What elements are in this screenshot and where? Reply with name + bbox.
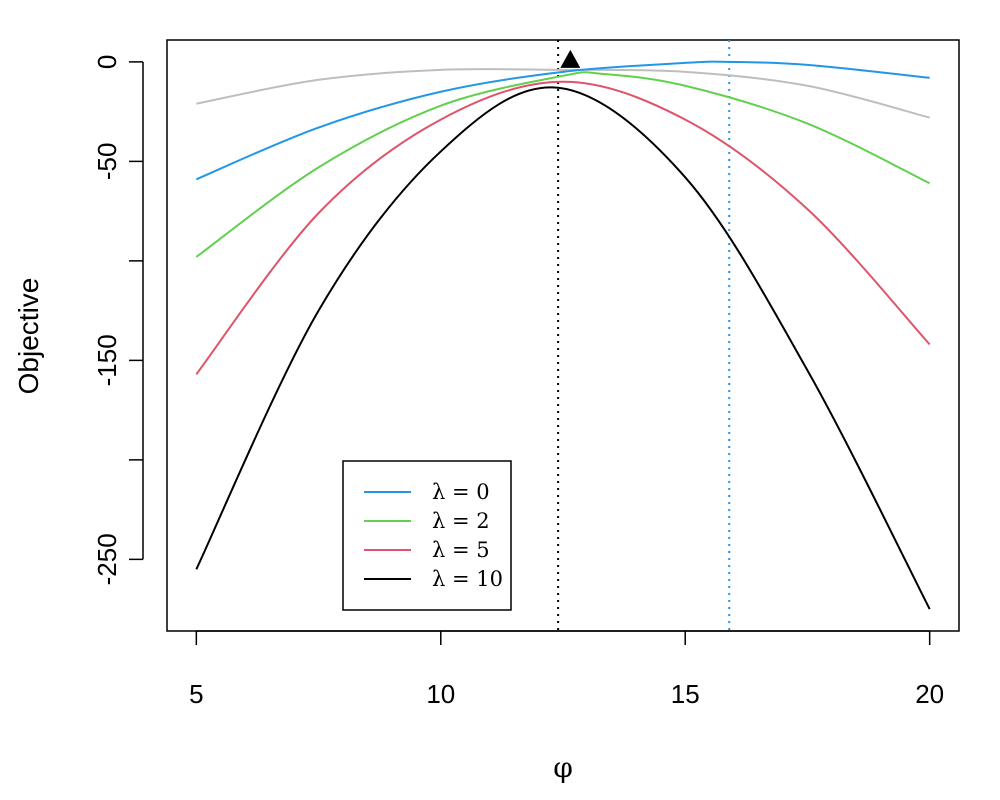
- x-axis: 5 10 15 20: [189, 630, 944, 709]
- series-line-1: [195, 71, 931, 258]
- legend-label: λ = 0: [432, 480, 490, 504]
- series-line-2: [195, 80, 931, 375]
- series-lines: [195, 60, 931, 610]
- series-line-reference: [196, 68, 930, 119]
- x-axis-title: φ: [553, 751, 573, 784]
- x-tick-label: 5: [189, 679, 203, 709]
- optimum-marker: [560, 49, 581, 68]
- x-tick-label: 10: [426, 679, 455, 709]
- x-tick-label: 20: [915, 679, 944, 709]
- y-tick-label: 0: [92, 55, 122, 69]
- y-tick-label: -150: [92, 334, 122, 386]
- series-line-3: [195, 86, 931, 610]
- y-tick-label: -250: [92, 533, 122, 585]
- legend-label: λ = 2: [432, 509, 490, 533]
- y-axis: 0 -50 -150 -250: [92, 55, 144, 585]
- markers: [560, 49, 581, 68]
- legend-label: λ = 5: [432, 538, 490, 562]
- legend: λ = 0 λ = 2 λ = 5 λ = 10: [342, 460, 512, 611]
- legend-box: [342, 460, 512, 611]
- x-tick-label: 15: [671, 679, 700, 709]
- y-tick-label: -50: [92, 143, 122, 181]
- y-axis-title: Objective: [13, 278, 44, 395]
- plot-frame: [166, 39, 960, 632]
- series-line-0: [195, 60, 930, 181]
- legend-label: λ = 10: [432, 567, 503, 591]
- reference-lines: [557, 40, 731, 631]
